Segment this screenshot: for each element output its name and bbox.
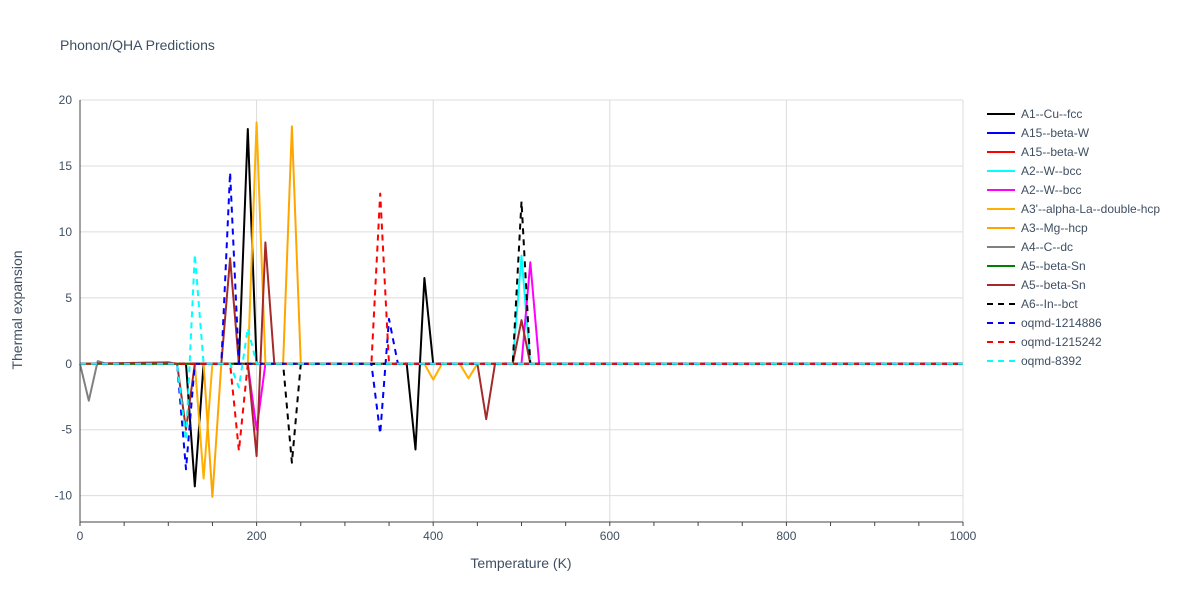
legend-item[interactable]: oqmd-8392	[987, 354, 1082, 368]
legend-label: A1--Cu--fcc	[1021, 107, 1082, 121]
y-tick-label: 0	[65, 357, 72, 371]
legend-item[interactable]: A4--C--dc	[987, 240, 1073, 254]
legend-label: A4--C--dc	[1021, 240, 1073, 254]
x-tick-label: 0	[77, 529, 84, 543]
x-tick-label: 800	[776, 529, 796, 543]
series-line	[80, 200, 963, 464]
y-tick-label: 10	[59, 225, 73, 239]
legend-label: A5--beta-Sn	[1021, 259, 1086, 273]
legend-item[interactable]: A15--beta-W	[987, 145, 1090, 159]
legend-label: A15--beta-W	[1021, 145, 1090, 159]
axes: 0 200 400 600 800 1000 -10 -5 0 5 10 15 20	[55, 93, 977, 543]
legend-item[interactable]: A3'--alpha-La--double-hcp	[987, 202, 1160, 216]
x-axis-title: Temperature (K)	[470, 555, 571, 571]
y-tick-label: -10	[55, 489, 73, 503]
y-tick-label: 20	[59, 93, 73, 107]
x-tick-label: 1000	[950, 529, 977, 543]
grid	[80, 99, 964, 522]
series-line	[80, 128, 963, 488]
series-line	[79, 241, 963, 458]
legend[interactable]: A1--Cu--fcc A15--beta-W A15--beta-W A2--W--…	[987, 107, 1160, 368]
y-tick-label: -5	[61, 423, 72, 437]
series-line	[80, 253, 963, 442]
legend-item[interactable]: A2--W--bcc	[987, 183, 1081, 197]
legend-item[interactable]: A15--beta-W	[987, 126, 1090, 140]
series-line	[80, 261, 963, 431]
legend-label: oqmd-1214886	[1021, 316, 1102, 330]
series-line	[80, 125, 963, 498]
legend-item[interactable]: oqmd-1215242	[987, 335, 1102, 349]
y-axis-title: Thermal expansion	[9, 250, 25, 369]
legend-label: A5--beta-Sn	[1021, 278, 1086, 292]
legend-label: oqmd-8392	[1021, 354, 1082, 368]
legend-label: A2--W--bcc	[1021, 183, 1081, 197]
legend-label: A3--Mg--hcp	[1021, 221, 1088, 235]
legend-item[interactable]: A1--Cu--fcc	[987, 107, 1082, 121]
y-tick-label: 15	[59, 159, 73, 173]
legend-label: A6--In--bct	[1021, 297, 1078, 311]
x-tick-label: 400	[423, 529, 443, 543]
chart-title: Phonon/QHA Predictions	[60, 37, 215, 53]
legend-label: A3'--alpha-La--double-hcp	[1021, 202, 1160, 216]
x-tick-label: 200	[247, 529, 267, 543]
series-line	[80, 254, 963, 365]
legend-item[interactable]: A5--beta-Sn	[987, 278, 1086, 292]
legend-label: A15--beta-W	[1021, 126, 1090, 140]
legend-item[interactable]: A5--beta-Sn	[987, 259, 1086, 273]
legend-label: A2--W--bcc	[1021, 164, 1081, 178]
legend-item[interactable]: oqmd-1214886	[987, 316, 1102, 330]
legend-item[interactable]: A3--Mg--hcp	[987, 221, 1088, 235]
series-line	[80, 121, 963, 480]
legend-label: oqmd-1215242	[1021, 335, 1102, 349]
plot-area	[79, 121, 963, 498]
legend-item[interactable]: A2--W--bcc	[987, 164, 1081, 178]
legend-item[interactable]: A6--In--bct	[987, 297, 1078, 311]
x-tick-label: 600	[600, 529, 620, 543]
y-tick-label: 5	[65, 291, 72, 305]
